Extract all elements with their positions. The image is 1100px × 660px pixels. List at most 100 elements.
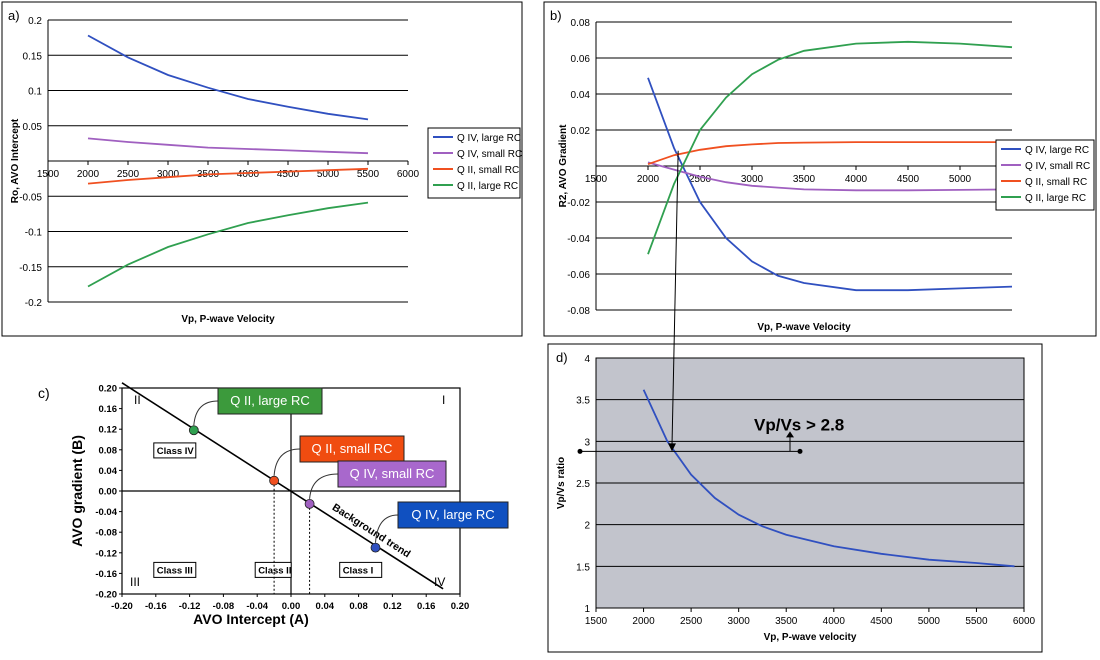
y-tick-label: -0.16: [95, 569, 117, 580]
x-tick-label: 3500: [793, 174, 816, 185]
series-line-2: [87, 137, 369, 155]
y-tick-label: -0.06: [567, 270, 590, 281]
connector-head: [668, 443, 676, 452]
class-label-3: Class II: [258, 565, 291, 576]
legend-entry-2: Q IV, small RC: [1025, 161, 1090, 172]
legend-entry-3: Q II, small RC: [457, 165, 519, 176]
y-tick-label: -0.04: [95, 507, 117, 518]
x-axis-title: Vp, P-wave Velocity: [757, 322, 851, 333]
legend-entry-1: Q IV, large RC: [457, 133, 521, 144]
x-tick-label: 2500: [689, 174, 712, 185]
y-tick-label: 0.04: [99, 466, 118, 477]
quadrant-label: I: [442, 393, 445, 407]
y-tick-label: -0.20: [95, 590, 117, 601]
legend-entry-2: Q IV, small RC: [457, 149, 522, 160]
x-tick-label: 1500: [585, 174, 608, 185]
data-point-1: [188, 425, 199, 436]
x-tick-label: 5000: [949, 174, 972, 185]
x-tick-label: 5000: [918, 616, 941, 627]
x-tick-label: 3000: [728, 616, 751, 627]
panel-b: b) 0.08 0.06 0.04 0.02 -0.02 -0.04 -0.06 -0.08 1…: [543, 1, 1097, 337]
chart-b: 0.08 0.06 0.04 0.02 -0.02 -0.04 -0.06 -0.08 1500…: [558, 18, 1095, 333]
y-tick-label: 2: [584, 521, 590, 532]
quadrant-label: III: [130, 575, 140, 589]
y-tick-label: -0.2: [25, 298, 43, 309]
y-tick-label: 0.06: [571, 54, 591, 65]
legend-box: [427, 127, 521, 199]
x-tick-label: 0.12: [383, 601, 402, 612]
legend-box: [995, 139, 1095, 211]
y-tick-label: -0.08: [567, 306, 590, 317]
x-axis-title: Vp, P-wave velocity: [764, 632, 857, 643]
x-tick-label: -0.12: [179, 601, 201, 612]
callout-label-1: Q II, large RC: [230, 393, 309, 408]
y-tick-label: 2.5: [576, 479, 590, 490]
threshold-dot-left: [577, 448, 583, 454]
x-tick-label: -0.16: [145, 601, 167, 612]
y-tick-label: -0.05: [19, 192, 42, 203]
chart-c: -0.20 -0.16 -0.12 -0.08 -0.04 0.00 0.04 0.08 0.1…: [69, 382, 509, 627]
class-label-4: Class I: [343, 565, 374, 576]
y-tick-label: -0.1: [25, 228, 43, 239]
legend-entry-4: Q II, large RC: [457, 181, 518, 192]
data-point-2: [269, 475, 280, 486]
legend-entry-1: Q IV, large RC: [1025, 145, 1089, 156]
callout-box-1: [217, 387, 323, 415]
series-line-4: [87, 201, 369, 288]
x-tick-label: 1500: [585, 616, 608, 627]
x-tick-label: 4000: [237, 169, 260, 180]
x-tick-label: 4500: [277, 169, 300, 180]
y-tick-label: -0.02: [567, 198, 590, 209]
background-trend-line: [121, 382, 444, 590]
y-tick-label: 0.08: [571, 18, 591, 29]
x-tick-label: 3000: [157, 169, 180, 180]
panel-a-label: a): [8, 8, 20, 23]
class-label-1: Class IV: [157, 446, 195, 457]
chart-a: 0.2 0.15 0.1 0.05 -0.05 -0.1 -0.15 -0.2 1500 2000…: [10, 16, 522, 325]
x-tick-label: -0.04: [246, 601, 268, 612]
callout-leader-2: [273, 448, 301, 476]
y-tick-label: 0.04: [571, 90, 591, 101]
y-tick-label: 1.5: [576, 562, 590, 573]
class-label-2: Class III: [157, 565, 193, 576]
x-tick-label: 2000: [637, 174, 660, 185]
callout-leader-1: [193, 400, 219, 426]
connector-line: [671, 150, 679, 446]
y-tick-label: 0.1: [28, 87, 42, 98]
x-tick-label: 2000: [632, 616, 655, 627]
series-line-1: [87, 34, 369, 121]
panel-b-label: b): [550, 8, 562, 23]
y-tick-label: 0.2: [28, 16, 42, 27]
callout-box-2: [299, 435, 405, 463]
quadrant-label: II: [134, 393, 141, 407]
x-tick-label: 2000: [77, 169, 100, 180]
series-line-4: [647, 40, 1013, 255]
x-tick-label: 1500: [37, 169, 60, 180]
series-line-2: [647, 161, 1013, 192]
panel-c-label: c): [38, 385, 50, 401]
x-tick-label: 4500: [897, 174, 920, 185]
connector-arrow: [668, 150, 679, 452]
panel-d-label: d): [556, 350, 568, 365]
y-tick-label: 4: [584, 354, 590, 365]
x-tick-label: 5500: [965, 616, 988, 627]
x-tick-label: 4500: [870, 616, 893, 627]
y-tick-label: -0.15: [19, 263, 42, 274]
threshold-arrow-head: [786, 431, 794, 438]
legend-entry-3: Q II, small RC: [1025, 177, 1087, 188]
y-tick-label: 0.12: [99, 425, 118, 436]
callout-box-4: [397, 501, 509, 529]
data-point-4: [370, 542, 381, 553]
callout-label-4: Q IV, large RC: [411, 507, 494, 522]
series-line-1: [647, 77, 1013, 292]
y-axis-title: AVO gradient (B): [69, 435, 85, 547]
x-tick-label: 0.20: [451, 601, 470, 612]
x-tick-label: 0.08: [349, 601, 368, 612]
x-tick-label: 0.16: [417, 601, 436, 612]
y-tick-label: -0.08: [95, 528, 117, 539]
x-tick-label: 2500: [680, 616, 703, 627]
threshold-annotation: Vp/Vs > 2.8: [754, 416, 844, 435]
